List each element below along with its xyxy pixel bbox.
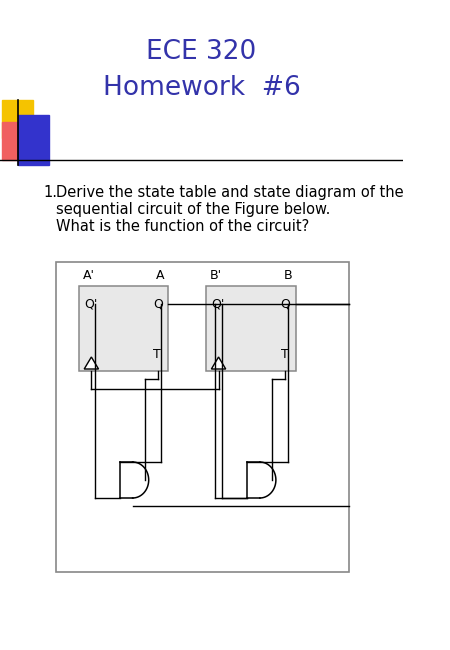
Text: T: T xyxy=(153,348,161,361)
Bar xyxy=(2,100,33,138)
Polygon shape xyxy=(84,357,99,369)
Text: Derive the state table and state diagram of the: Derive the state table and state diagram… xyxy=(55,185,403,200)
Bar xyxy=(2,122,33,160)
Text: Q: Q xyxy=(153,298,163,311)
Bar xyxy=(79,286,168,371)
Text: Q: Q xyxy=(280,298,290,311)
Text: Q': Q' xyxy=(212,298,225,311)
Text: What is the function of the circuit?: What is the function of the circuit? xyxy=(55,219,309,234)
Text: B: B xyxy=(284,269,292,282)
Bar xyxy=(18,115,49,165)
Text: ECE 320: ECE 320 xyxy=(146,39,256,65)
Text: Homework  #6: Homework #6 xyxy=(103,75,301,101)
Text: sequential circuit of the Figure below.: sequential circuit of the Figure below. xyxy=(55,202,330,217)
Bar xyxy=(206,286,296,371)
Text: Q': Q' xyxy=(84,298,98,311)
Polygon shape xyxy=(212,357,226,369)
Text: T: T xyxy=(281,348,288,361)
Text: A: A xyxy=(156,269,165,282)
Bar xyxy=(55,262,349,572)
Text: 1.: 1. xyxy=(43,185,57,200)
Text: A': A' xyxy=(82,269,94,282)
Text: B': B' xyxy=(210,269,222,282)
